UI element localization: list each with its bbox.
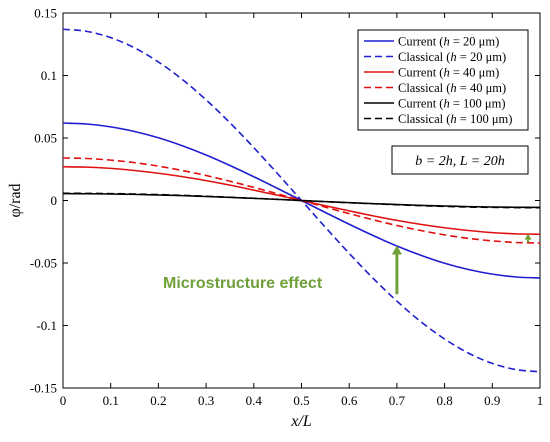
legend-entry-6: Classical (h = 100 μm)	[398, 112, 512, 126]
y-tick-label: 0	[51, 193, 58, 208]
x-tick-label: 0.6	[341, 393, 358, 408]
x-tick-label: 0.3	[198, 393, 214, 408]
series-line-6	[62, 192, 541, 209]
x-tick-label: 1	[537, 393, 544, 408]
y-tick-label: 0.1	[41, 68, 57, 83]
legend-box	[357, 29, 529, 131]
parameter-note: b = 2h, L = 20h	[415, 154, 504, 169]
x-tick-label: 0.5	[293, 393, 309, 408]
legend: Current (h = 20 μm)Classical (h = 20 μm)…	[357, 29, 529, 131]
x-axis-label: x/L	[290, 413, 312, 430]
x-tick-label: 0.8	[436, 393, 452, 408]
x-tick-label: 0.4	[246, 393, 263, 408]
y-tick-label: -0.1	[36, 318, 57, 333]
x-tick-label: 0.1	[103, 393, 119, 408]
annotation-arrow-head-1	[391, 245, 402, 255]
y-axis-label: φ/rad	[7, 183, 24, 217]
legend-entry-3: Current (h = 40 μm)	[398, 66, 499, 80]
x-tick-label: 0.7	[389, 393, 406, 408]
series-layer	[62, 28, 541, 373]
x-tick-label: 0.9	[484, 393, 500, 408]
series-line-5	[62, 192, 541, 209]
annotation-arrow-head-2	[524, 233, 532, 240]
microstructure-annotation: Microstructure effect	[163, 233, 532, 295]
legend-entry-5: Current (h = 100 μm)	[398, 97, 506, 111]
annotation-label: Microstructure effect	[163, 275, 323, 292]
legend-entry-2: Classical (h = 20 μm)	[398, 50, 506, 64]
ticks-layer: 0 0.1 0.2 0.3 0.4 0.5 0.6 0.7 0.8 0.9 1 0.15 0.1 0.05…	[30, 6, 543, 409]
legend-entry-1: Current (h = 20 μm)	[398, 35, 499, 49]
y-tick-label: 0.15	[34, 6, 57, 21]
y-tick-label: -0.15	[30, 381, 57, 396]
y-tick-label: 0.05	[34, 131, 57, 146]
legend-entry-4: Classical (h = 40 μm)	[398, 81, 506, 95]
x-tick-label: 0	[60, 393, 67, 408]
y-tick-label: -0.05	[30, 256, 57, 271]
x-tick-label: 0.2	[150, 393, 166, 408]
parameter-note-box: b = 2h, L = 20h	[391, 145, 529, 175]
